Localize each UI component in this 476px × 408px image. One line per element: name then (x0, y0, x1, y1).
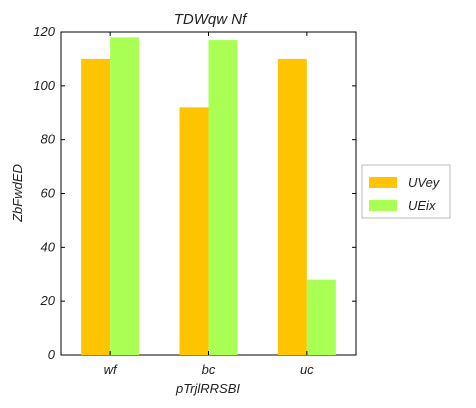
y-tick-label: 60 (41, 186, 56, 201)
legend-label: UEix (408, 198, 436, 213)
y-tick-label: 0 (48, 347, 56, 362)
bar-uc-UVey (277, 58, 307, 356)
x-tick-label: uc (300, 362, 314, 377)
chart-title: TDWqw Nf (174, 11, 248, 28)
x-axis-label: pTrjlRRSBI (175, 381, 240, 396)
y-tick-label: 80 (41, 132, 56, 147)
y-tick-label: 120 (33, 24, 55, 39)
y-axis-label: ZbFwdED (10, 164, 25, 223)
x-tick-label: bc (202, 362, 216, 377)
y-axis-ticks: 0 20 40 60 80 100 120 (33, 24, 356, 362)
plot-area: 0 20 40 60 80 100 120 wf bc uc (33, 24, 357, 377)
bar-bc-UEix (208, 40, 238, 355)
bar-wf-UEix (110, 37, 140, 356)
legend-label: UVey (408, 175, 441, 190)
bars-group (81, 37, 336, 356)
y-tick-label: 100 (33, 78, 55, 93)
legend-swatch-UEix (369, 200, 397, 211)
x-axis-ticks: wf bc uc (104, 32, 314, 377)
bar-bc-UVey (179, 107, 209, 355)
y-tick-label: 40 (41, 239, 56, 254)
x-tick-label: wf (104, 362, 118, 377)
bar-wf-UVey (81, 58, 111, 356)
legend-swatch-UVey (369, 177, 397, 188)
y-tick-label: 20 (40, 293, 56, 308)
bar-uc-UEix (306, 279, 336, 355)
legend: UVey UEix (361, 164, 451, 219)
